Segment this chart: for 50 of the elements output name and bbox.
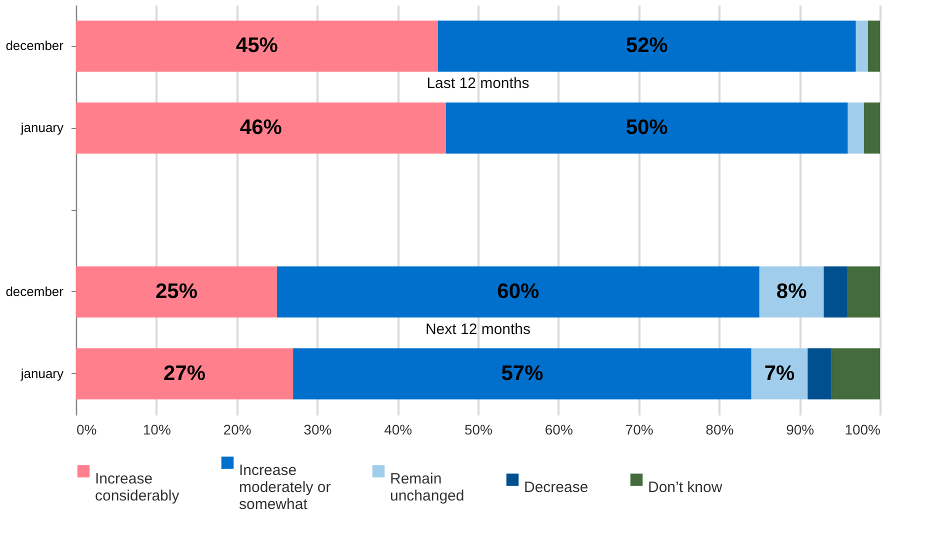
bar [759,266,824,318]
legend-label: Increase considerably [95,470,180,504]
annotation: Next 12 months [425,320,531,338]
bar [808,348,832,400]
bar [856,20,868,72]
x-tick-label: 0% [76,422,97,438]
bar [76,20,438,72]
bar [848,266,880,318]
x-tick-label: 60% [544,422,573,438]
legend-label: Remain unchanged [390,470,464,504]
bar [751,348,808,400]
y-tick-label: december [6,38,64,54]
data-label: 8% [776,280,808,303]
y-tick-label: january [20,120,64,136]
legend-label: Increase moderately or somewhat [239,462,331,513]
x-tick-label: 30% [304,422,332,438]
bar [277,266,760,318]
data-label: 52% [626,34,668,58]
bar [76,102,446,154]
x-tick-label: 80% [706,422,734,438]
bar [864,102,880,154]
bar [446,102,848,154]
data-label: 57% [501,362,544,385]
data-label: 7% [764,362,795,385]
bar [868,20,880,72]
x-tick-label: 90% [786,422,814,438]
data-label: 46% [240,116,282,140]
data-label: 50% [626,116,668,140]
x-tick-label: 20% [223,422,252,438]
x-tick-label: 70% [625,422,654,438]
bar [438,20,856,72]
data-label: 45% [236,34,278,58]
y-tick-label: january [20,366,64,381]
x-tick-label: 40% [384,422,412,438]
x-tick-label: 10% [142,422,171,438]
bar [76,266,277,318]
legend-label: Decrease [524,478,588,496]
annotation: Last 12 months [426,75,530,92]
data-label: 25% [155,280,198,303]
bar [848,102,864,154]
data-label: 27% [164,362,206,385]
data-label: 60% [497,280,540,303]
legend-label: Don’t know [648,478,722,496]
y-tick-label: december [6,284,64,299]
bar [76,348,294,400]
x-tick-label: 100% [844,422,880,438]
bar [293,348,752,400]
x-tick-label: 50% [464,422,493,438]
bar [824,266,848,318]
bar [832,348,880,400]
